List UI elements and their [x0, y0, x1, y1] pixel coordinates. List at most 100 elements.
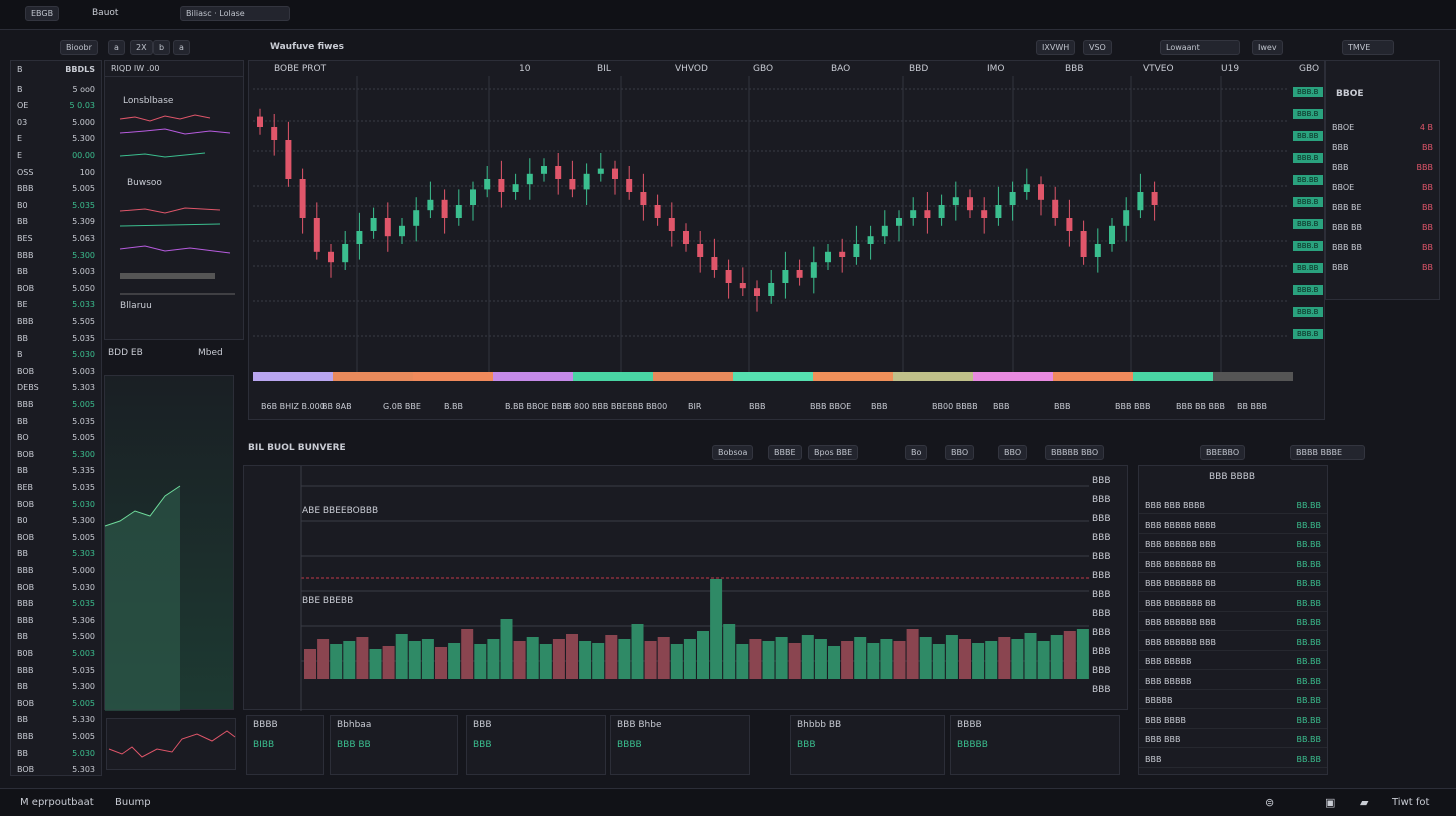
tool-button[interactable]: b: [153, 40, 171, 55]
order-row[interactable]: BBB BBBBB BB.BB: [1139, 674, 1327, 690]
watchlist-row[interactable]: B0B 5.003: [11, 645, 101, 661]
lower-tab[interactable]: Bo: [905, 445, 928, 460]
watchlist-row[interactable]: BOB 5.050: [11, 280, 101, 296]
watchlist-row[interactable]: E 00.00: [11, 147, 101, 163]
order-row[interactable]: BBB BBBBBBB BB BB.BB: [1139, 557, 1327, 573]
watchlist-row[interactable]: BOB 5.003: [11, 363, 101, 379]
lower-tab[interactable]: BBO: [945, 445, 975, 460]
tool-button[interactable]: 2X: [130, 40, 153, 55]
lower-tab[interactable]: BBEBBO: [1200, 445, 1246, 460]
lower-tab[interactable]: BBO: [998, 445, 1028, 460]
watchlist-row[interactable]: BBB 5.005: [11, 396, 101, 412]
watchlist-row[interactable]: BBB 5.035: [11, 596, 101, 612]
watchlist-row[interactable]: BBB 5.035: [11, 662, 101, 678]
watchlist-row[interactable]: BB 5.030: [11, 745, 101, 761]
watchlist-row[interactable]: BOB 5.030: [11, 579, 101, 595]
watchlist-row[interactable]: BOB 5.300: [11, 446, 101, 462]
summary-card[interactable]: BBB Bhbe BBBB: [610, 715, 750, 775]
right-panel-row[interactable]: BBB BE BB: [1326, 199, 1439, 215]
watchlist-row[interactable]: BB 5.303: [11, 546, 101, 562]
tool-button[interactable]: a: [173, 40, 190, 55]
toolbar-right-button[interactable]: Iwev: [1252, 40, 1283, 55]
watchlist-row[interactable]: BB 5.500: [11, 629, 101, 645]
order-row[interactable]: BBB BBBBBB BBB BB.BB: [1139, 537, 1327, 553]
watchlist-row[interactable]: BB 5.035: [11, 413, 101, 429]
order-row[interactable]: BBB BBBBBB BBB BB.BB: [1139, 635, 1327, 651]
toolbar-right-button[interactable]: IXVWH: [1036, 40, 1076, 55]
watchlist-row[interactable]: BOB 5.030: [11, 496, 101, 512]
main-chart[interactable]: BOBE PROT 10 BIL VHVOD GBO BAO BBD IMO BBB VTVEO…: [248, 60, 1325, 420]
order-row[interactable]: BBB BBBBBB BBB BB.BB: [1139, 615, 1327, 631]
order-row[interactable]: BBBBB BB.BB: [1139, 693, 1327, 709]
right-panel-row[interactable]: BBB BBB: [1326, 159, 1439, 175]
lower-tab[interactable]: Bpos BBE: [808, 445, 859, 460]
order-row[interactable]: BBB BBBBBBB BB BB.BB: [1139, 576, 1327, 592]
right-panel-row[interactable]: BBB BB BB: [1326, 219, 1439, 235]
watchlist-row[interactable]: BES 5.063: [11, 230, 101, 246]
app-menu-button[interactable]: EBGB: [25, 6, 60, 21]
right-panel-row[interactable]: BBB BB: [1326, 259, 1439, 275]
account-label[interactable]: Bauot: [92, 8, 119, 18]
candle: [938, 205, 945, 218]
summary-card[interactable]: BBB BBB: [466, 715, 606, 775]
order-row[interactable]: BBB BBB BB.BB: [1139, 732, 1327, 748]
watchlist-row[interactable]: BOB 5.005: [11, 695, 101, 711]
watchlist-row[interactable]: BEB 5.035: [11, 479, 101, 495]
right-panel-row[interactable]: BBB BB: [1326, 139, 1439, 155]
watchlist-row[interactable]: BBB 5.300: [11, 247, 101, 263]
settings-icon[interactable]: ⊜: [1265, 796, 1275, 809]
summary-card[interactable]: BBBB BBBBB: [950, 715, 1120, 775]
watchlist-row[interactable]: BBB 5.005: [11, 728, 101, 744]
watchlist-row[interactable]: BBB 5.505: [11, 313, 101, 329]
watchlist-row[interactable]: BOB 5.005: [11, 529, 101, 545]
layout-icon[interactable]: ▣: [1325, 796, 1336, 809]
watchlist-row[interactable]: B0 5.035: [11, 197, 101, 213]
order-row[interactable]: BBB BB.BB: [1139, 752, 1327, 768]
toolbar-right-button[interactable]: TMVE: [1342, 40, 1394, 55]
lower-tab[interactable]: BBBE: [768, 445, 802, 460]
right-panel-row[interactable]: BBB BB BB: [1326, 239, 1439, 255]
right-panel-row[interactable]: BBOE BB: [1326, 179, 1439, 195]
footer-label[interactable]: Buump: [115, 797, 151, 808]
toolbar-right-button[interactable]: VSO: [1083, 40, 1112, 55]
order-row[interactable]: BBB BBBBB BB.BB: [1139, 654, 1327, 670]
lower-tab[interactable]: Bobsoa: [712, 445, 754, 460]
watchlist-row[interactable]: BBB 5.306: [11, 612, 101, 628]
volume-panel[interactable]: ABE BBEEBOBBB BBE BBEBB BBB BBB BBB BBB BBB B…: [243, 465, 1128, 711]
summary-card[interactable]: Bhbbb BB BBB: [790, 715, 945, 775]
order-row[interactable]: BBB BBBBBBB BB BB.BB: [1139, 596, 1327, 612]
right-panel-row[interactable]: BBOE 4 B: [1326, 119, 1439, 135]
watchlist-row[interactable]: B 5.030: [11, 347, 101, 363]
watchlist-row[interactable]: E 5.300: [11, 131, 101, 147]
watchlist-row[interactable]: 03 5.000: [11, 114, 101, 130]
watchlist-row[interactable]: BB 5.335: [11, 463, 101, 479]
watchlist-row[interactable]: BB 5.035: [11, 330, 101, 346]
summary-card[interactable]: Bbhbaa BBB BB: [330, 715, 458, 775]
watchlist-row[interactable]: B0 5.300: [11, 513, 101, 529]
lower-right-button[interactable]: BBBB BBBE: [1290, 445, 1365, 460]
watchlist-row[interactable]: BE 5.033: [11, 297, 101, 313]
watchlist-row[interactable]: BO 5.005: [11, 430, 101, 446]
watchlist-row[interactable]: BBB 5.000: [11, 562, 101, 578]
watchlist-row[interactable]: OSS 100: [11, 164, 101, 180]
summary-card[interactable]: BBBB BIBB: [246, 715, 324, 775]
tool-button[interactable]: a: [108, 40, 125, 55]
order-row[interactable]: BBB BBBB BB.BB: [1139, 713, 1327, 729]
lower-tab[interactable]: BBBBB BBO: [1045, 445, 1105, 460]
watchlist-row[interactable]: BB 5.003: [11, 264, 101, 280]
watchlist-row[interactable]: BB 5.309: [11, 214, 101, 230]
watchlist-row[interactable]: OE 5 0.03: [11, 98, 101, 114]
folder-icon[interactable]: ▰: [1360, 796, 1369, 809]
watchlist-row[interactable]: BB 5.330: [11, 712, 101, 728]
tab-chart[interactable]: Biliasc · Lolase: [180, 6, 290, 21]
order-row[interactable]: BBB BBBBB BBBB BB.BB: [1139, 518, 1327, 534]
watchlist-row[interactable]: DEBS 5.303: [11, 380, 101, 396]
timeframe-select[interactable]: Lowaant: [1160, 40, 1240, 55]
layout-button[interactable]: Bioobr: [60, 40, 98, 55]
footer-right[interactable]: Tiwt fot: [1392, 797, 1430, 808]
watchlist-row[interactable]: BBB 5.005: [11, 181, 101, 197]
watchlist-row[interactable]: B 5 oo0: [11, 81, 101, 97]
order-row[interactable]: BBB BBB BBBB BB.BB: [1139, 498, 1327, 514]
watchlist-row[interactable]: BB 5.300: [11, 679, 101, 695]
watchlist-row[interactable]: BOB 5.303: [11, 762, 101, 778]
